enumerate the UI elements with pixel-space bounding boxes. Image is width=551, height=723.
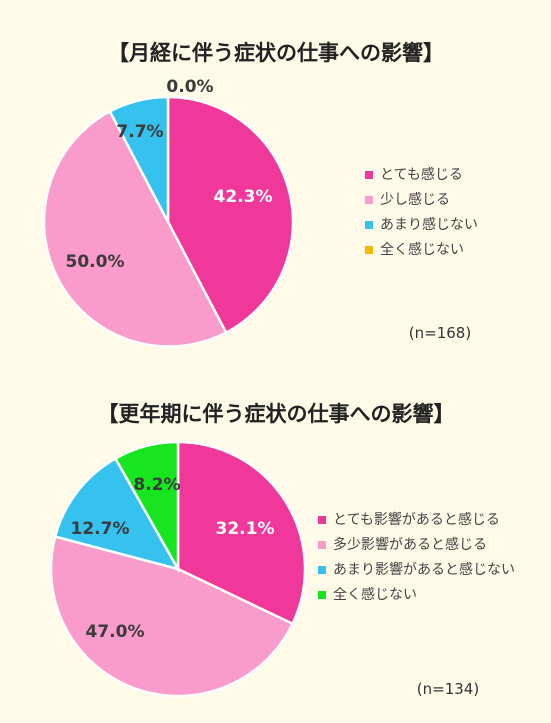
slice-label-4: 8.2% [133,475,180,495]
chart-title: 【更年期に伴う症状の仕事への影響】 [98,402,455,426]
legend-label-3: あまり感じない [380,216,478,233]
menopause-chart: 【更年期に伴う症状の仕事への影響】 32.1% 47.0% 12.7% 8.2% とて… [49,402,515,698]
pie-slice-3 [108,95,170,223]
pie-slice-4 [113,440,180,574]
pie-slice-1 [176,440,307,626]
pie-slice-2 [42,109,228,348]
pie-slice-3 [53,456,181,571]
slice-label-1: 32.1% [216,519,275,539]
sample-size-note: (n=134) [417,680,479,698]
slice-label-1: 42.3% [214,187,273,207]
legend-swatch-2 [365,196,373,204]
legend-swatch-1 [365,171,373,179]
legend-swatch-2 [318,541,326,549]
pie [42,95,295,348]
chart-title: 【月経に伴う症状の仕事への影響】 [108,41,444,65]
pie [49,440,307,698]
slice-label-4: 0.0% [166,77,213,97]
legend-swatch-4 [365,246,373,254]
legend-label-4: 全く感じない [380,241,464,258]
legend-swatch-3 [365,221,373,229]
legend-label-4: 全く感じない [333,586,417,603]
legend-swatch-3 [318,566,326,574]
legend-label-3: あまり影響があると感じない [333,561,515,578]
legend-swatch-1 [318,516,326,524]
pie-slice-2 [49,535,295,698]
legend-label-2: 多少影響があると感じる [333,536,487,553]
pie-labels: 42.3% 50.0% 7.7% 0.0% [66,77,273,272]
legend-label-1: とても感じる [380,166,463,183]
slice-label-2: 47.0% [86,622,145,642]
slice-label-2: 50.0% [66,252,125,272]
pie-labels: 32.1% 47.0% 12.7% 8.2% [71,475,275,642]
pie-slice-1 [166,95,295,335]
legend: とても影響があると感じる多少影響があると感じるあまり影響があると感じない全く感じ… [318,511,515,603]
menstrual-chart: 【月経に伴う症状の仕事への影響】 42.3% 50.0% 7.7% 0.0% とても感… [42,41,478,348]
legend-swatch-4 [318,591,326,599]
legend-label-2: 少し感じる [380,191,450,208]
legend-label-1: とても影響があると感じる [333,511,500,528]
slice-label-3: 12.7% [71,519,130,539]
sample-size-note: (n=168) [409,324,471,342]
slice-label-3: 7.7% [116,122,163,142]
